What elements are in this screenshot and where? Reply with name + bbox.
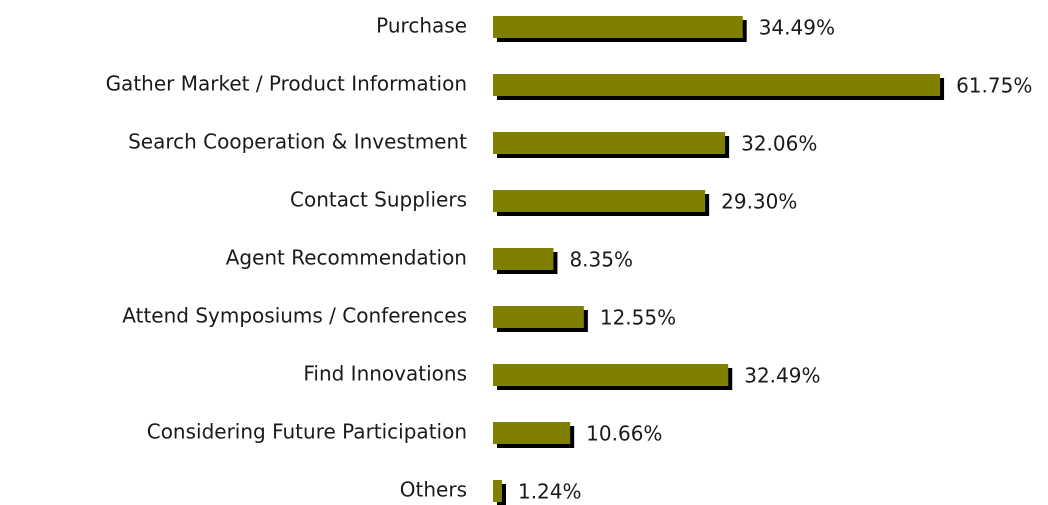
value-label: 10.66% <box>586 422 662 446</box>
bar <box>493 16 743 38</box>
category-label: Others <box>400 478 467 502</box>
bar <box>493 306 584 328</box>
category-label: Agent Recommendation <box>226 246 467 270</box>
category-label: Find Innovations <box>303 362 467 386</box>
category-label: Contact Suppliers <box>290 188 467 212</box>
bar <box>493 480 502 502</box>
category-label: Gather Market / Product Information <box>106 72 467 96</box>
bar <box>493 422 571 444</box>
bar <box>493 74 941 96</box>
value-label: 61.75% <box>956 74 1032 98</box>
bar <box>493 364 729 386</box>
value-label: 12.55% <box>600 306 676 330</box>
value-label: 8.35% <box>569 248 633 272</box>
value-label: 34.49% <box>759 16 835 40</box>
bar <box>493 132 726 154</box>
category-label: Search Cooperation & Investment <box>128 130 467 154</box>
category-label: Considering Future Participation <box>147 420 467 444</box>
category-label: Attend Symposiums / Conferences <box>122 304 467 328</box>
value-label: 32.06% <box>741 132 817 156</box>
value-label: 29.30% <box>721 190 797 214</box>
bar <box>493 190 706 212</box>
bar <box>493 248 554 270</box>
category-label: Purchase <box>376 14 467 38</box>
value-label: 1.24% <box>518 480 582 504</box>
value-label: 32.49% <box>744 364 820 388</box>
